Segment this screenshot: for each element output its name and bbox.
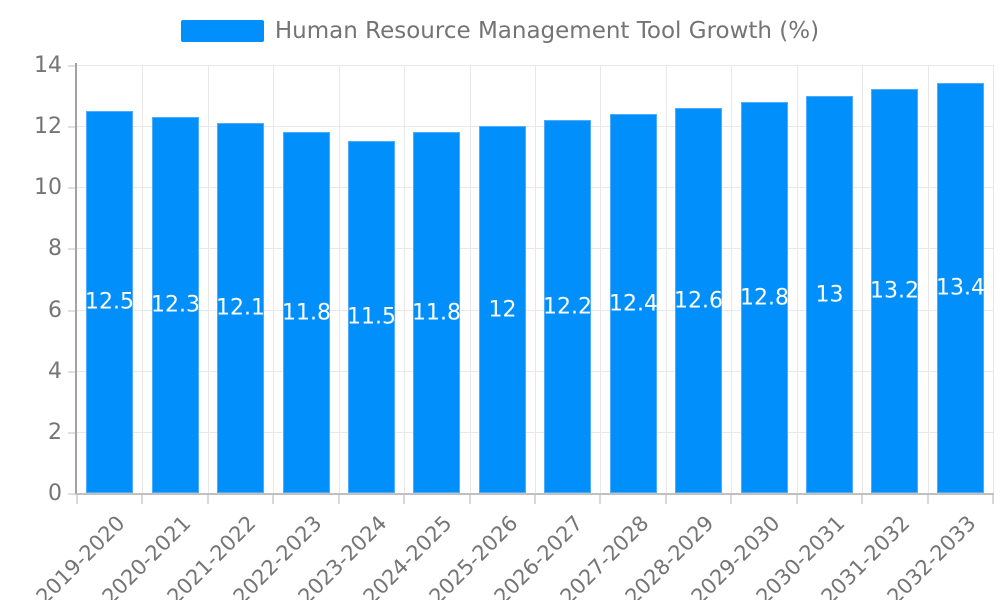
y-axis-label: 2 bbox=[48, 420, 62, 445]
bar-value-label: 12.8 bbox=[740, 285, 789, 310]
x-axis-tick bbox=[338, 495, 340, 504]
y-axis-tick bbox=[68, 126, 77, 128]
x-axis-tick bbox=[141, 495, 143, 504]
gridline-vertical bbox=[993, 65, 994, 493]
x-axis-tick bbox=[665, 495, 667, 504]
bar-value-label: 12.6 bbox=[674, 288, 723, 313]
chart-legend[interactable]: Human Resource Management Tool Growth (%… bbox=[0, 17, 1000, 45]
x-axis-tick bbox=[469, 495, 471, 504]
y-axis-label: 8 bbox=[48, 236, 62, 261]
bar-2024-2025[interactable]: 11.8 bbox=[412, 132, 461, 493]
bar-value-label: 11.8 bbox=[412, 300, 461, 325]
bar-2021-2022[interactable]: 12.1 bbox=[216, 123, 265, 493]
y-axis-tick bbox=[68, 187, 77, 189]
gridline-vertical bbox=[731, 65, 732, 493]
y-axis-line bbox=[75, 63, 77, 495]
bar-value-label: 12.1 bbox=[216, 295, 265, 321]
bar-value-label: 12.4 bbox=[609, 291, 658, 316]
bar-2028-2029[interactable]: 12.6 bbox=[674, 108, 723, 493]
bar-value-label: 13.2 bbox=[870, 278, 919, 304]
gridline-vertical bbox=[797, 65, 798, 493]
gridline-vertical bbox=[666, 65, 667, 493]
bar-2022-2023[interactable]: 11.8 bbox=[282, 132, 331, 493]
x-axis-tick bbox=[403, 495, 405, 504]
gridline-vertical bbox=[142, 65, 143, 493]
bar-2030-2031[interactable]: 13 bbox=[806, 96, 853, 493]
y-axis-tick bbox=[68, 65, 77, 67]
bar-value-label: 12 bbox=[488, 297, 517, 322]
bar-value-label: 12.3 bbox=[151, 292, 200, 318]
bar-value-label: 12.2 bbox=[543, 294, 592, 319]
y-axis-label: 0 bbox=[48, 481, 62, 506]
bar-2029-2030[interactable]: 12.8 bbox=[740, 102, 789, 493]
legend-label: Human Resource Management Tool Growth (%… bbox=[274, 18, 820, 44]
bar-value-label: 12.5 bbox=[85, 289, 134, 315]
x-axis-tick bbox=[599, 495, 601, 504]
legend-marker-swatch bbox=[180, 20, 264, 42]
y-axis-label: 6 bbox=[48, 298, 62, 323]
bar-2023-2024[interactable]: 11.5 bbox=[347, 141, 396, 493]
y-axis-tick bbox=[68, 371, 77, 373]
x-axis-tick bbox=[272, 495, 274, 504]
bar-value-label: 13 bbox=[815, 282, 844, 307]
x-axis-tick bbox=[927, 495, 929, 504]
bar-2025-2026[interactable]: 12 bbox=[479, 126, 526, 493]
bar-value-label: 11.5 bbox=[347, 304, 396, 330]
gridline-vertical bbox=[600, 65, 601, 493]
y-axis-label: 14 bbox=[34, 53, 62, 78]
y-axis-tick bbox=[68, 310, 77, 312]
x-axis-tick bbox=[534, 495, 536, 504]
gridline-vertical bbox=[535, 65, 536, 493]
x-axis-tick bbox=[796, 495, 798, 504]
x-axis-tick bbox=[76, 495, 78, 504]
bar-2020-2021[interactable]: 12.3 bbox=[151, 117, 200, 493]
bar-value-label: 13.4 bbox=[936, 275, 985, 301]
y-axis-tick bbox=[68, 493, 77, 495]
gridline-vertical bbox=[339, 65, 340, 493]
bar-value-label: 11.8 bbox=[282, 300, 331, 325]
y-axis-label: 12 bbox=[34, 114, 62, 139]
gridline-vertical bbox=[928, 65, 929, 493]
bar-2032-2033[interactable]: 13.4 bbox=[936, 83, 985, 493]
bar-2031-2032[interactable]: 13.2 bbox=[870, 89, 919, 493]
y-axis-tick bbox=[68, 248, 77, 250]
gridline-vertical bbox=[273, 65, 274, 493]
x-axis-tick bbox=[992, 495, 994, 504]
y-axis-tick bbox=[68, 432, 77, 434]
bar-2019-2020[interactable]: 12.5 bbox=[85, 111, 134, 493]
y-axis-label: 4 bbox=[48, 359, 62, 384]
x-axis-line bbox=[75, 493, 994, 495]
bar-2026-2027[interactable]: 12.2 bbox=[543, 120, 592, 493]
x-axis-tick bbox=[730, 495, 732, 504]
gridline-vertical bbox=[208, 65, 209, 493]
gridline-vertical bbox=[470, 65, 471, 493]
gridline-vertical bbox=[404, 65, 405, 493]
gridline-vertical bbox=[862, 65, 863, 493]
x-axis-tick bbox=[861, 495, 863, 504]
x-axis-tick bbox=[207, 495, 209, 504]
y-axis-label: 10 bbox=[34, 175, 62, 200]
bar-2027-2028[interactable]: 12.4 bbox=[609, 114, 658, 493]
